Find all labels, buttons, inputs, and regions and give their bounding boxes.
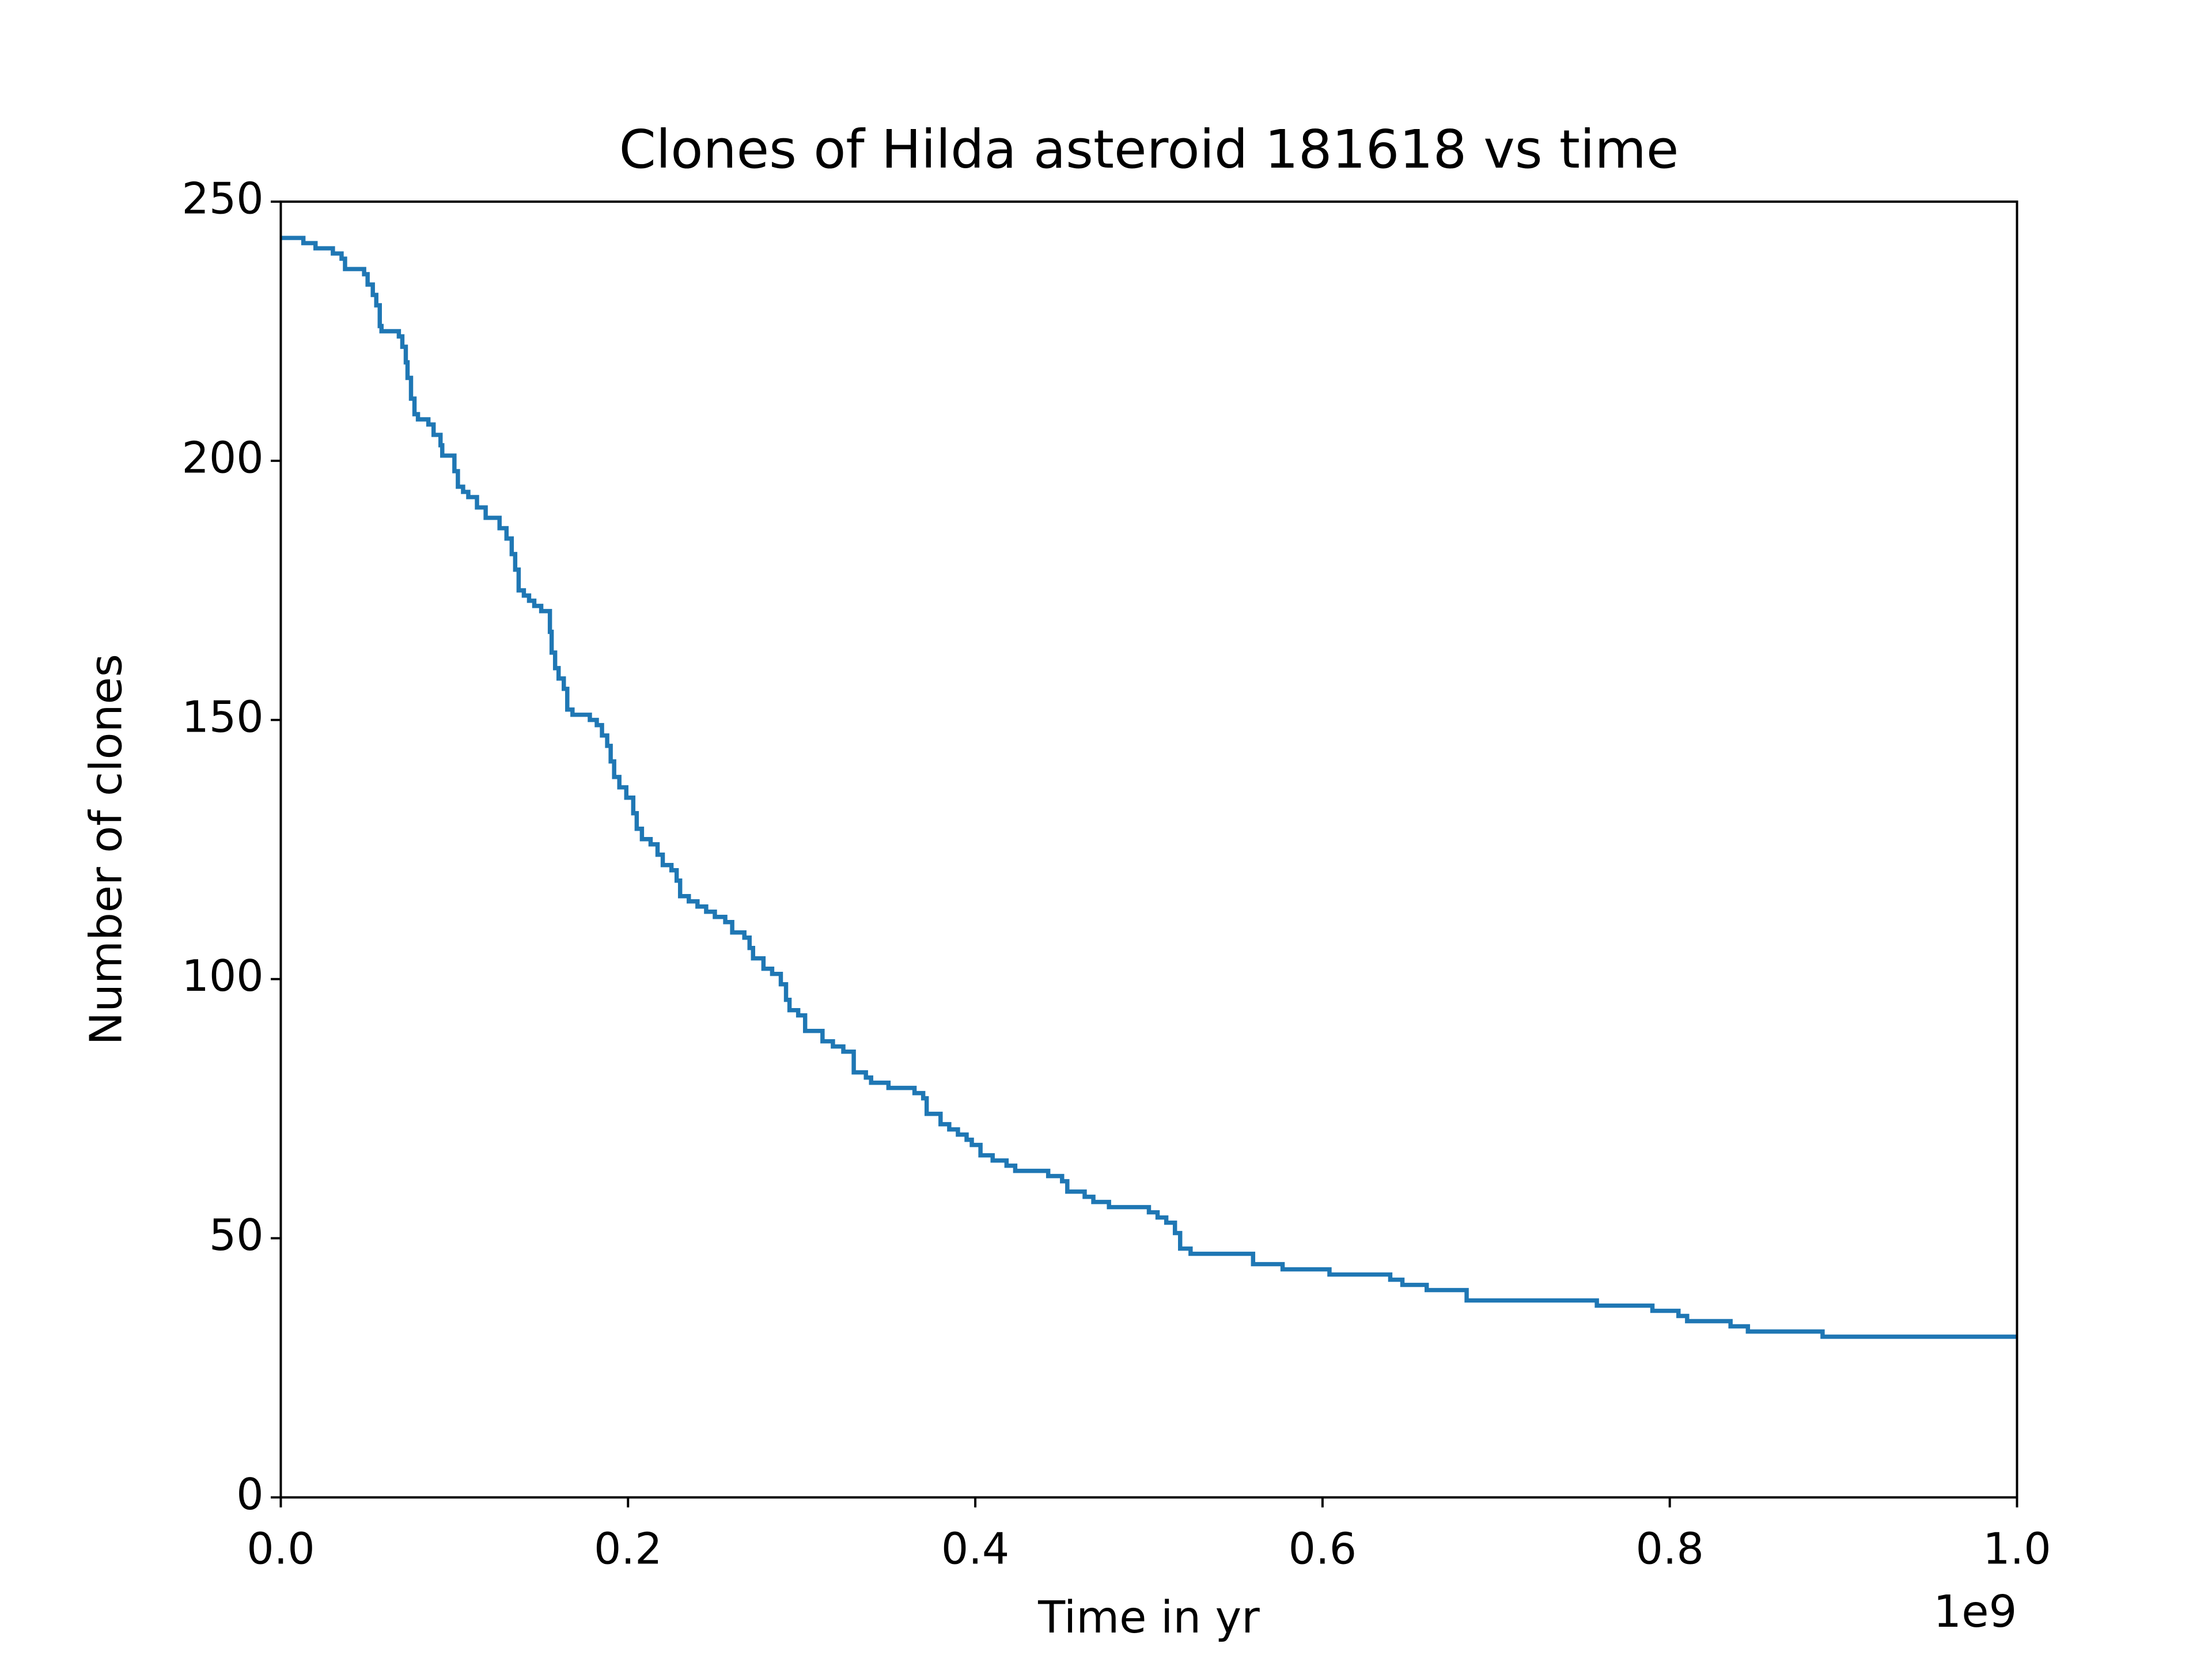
x-tick-label: 1.0: [1983, 1524, 2051, 1574]
x-axis-label: Time in yr: [1037, 1592, 1260, 1643]
y-axis-label: Number of clones: [81, 654, 132, 1045]
y-tick-label: 50: [209, 1210, 264, 1260]
x-tick-label: 0.4: [941, 1524, 1009, 1574]
x-tick-label: 0.6: [1289, 1524, 1357, 1574]
x-tick-label: 0.8: [1635, 1524, 1703, 1574]
x-tick-label: 0.2: [594, 1524, 662, 1574]
data-line: [281, 236, 2017, 1339]
plot-frame: [279, 200, 2018, 1499]
y-tick-label: 250: [182, 174, 264, 224]
y-tick-label: 150: [182, 692, 264, 742]
x-tick-label: 0.0: [247, 1524, 315, 1574]
y-tick-label: 200: [182, 433, 264, 483]
y-tick-label: 0: [236, 1469, 263, 1520]
x-offset-label: 1e9: [1933, 1586, 2017, 1638]
y-tick-label: 100: [182, 951, 264, 1001]
chart-title: Clones of Hilda asteroid 181618 vs time: [619, 119, 1679, 180]
